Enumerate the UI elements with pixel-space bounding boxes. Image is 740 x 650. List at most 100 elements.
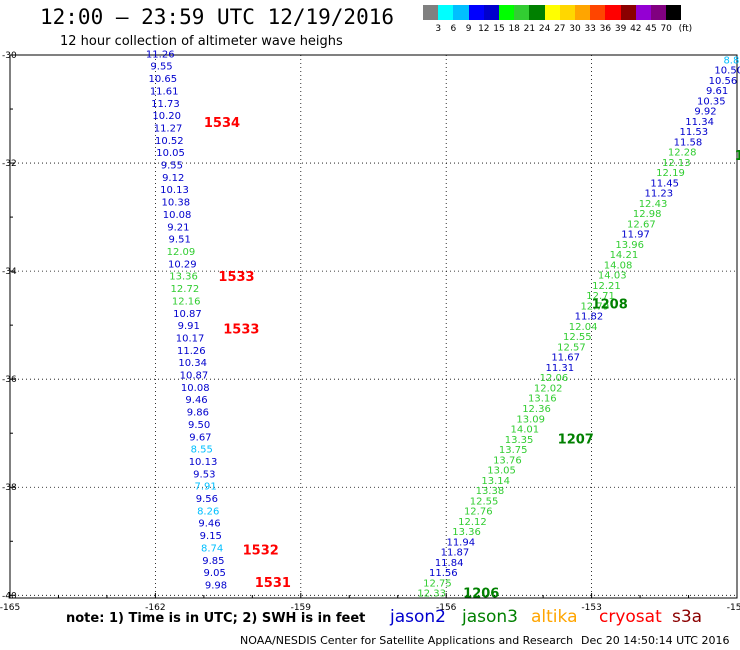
wave-height-value: 10.50 — [714, 66, 740, 77]
wave-height-value: 9.05 — [204, 568, 226, 579]
lon-tick-label: -159 — [291, 603, 312, 613]
map-subtitle: 12 hour collection of altimeter wave hei… — [60, 34, 343, 49]
wave-height-value: 12.21 — [592, 281, 621, 292]
wave-height-value: 10.87 — [180, 371, 209, 382]
scale-label: 3 — [435, 24, 442, 34]
wave-height-value: 11.26 — [146, 49, 175, 60]
wave-height-value: 12.13 — [662, 158, 691, 169]
pass-time-label: 1534 — [204, 116, 240, 131]
wave-height-value: 11.61 — [150, 86, 179, 97]
wave-height-value: 11.53 — [679, 127, 708, 138]
wave-height-value: 11.31 — [545, 363, 574, 374]
scale-swatch — [499, 5, 515, 20]
wave-height-value: 12.19 — [656, 168, 685, 179]
legend-item: jason3 — [462, 607, 518, 627]
wave-height-value: 13.38 — [476, 486, 505, 497]
wave-height-value: 8.55 — [191, 445, 213, 456]
wave-height-value: 9.67 — [189, 432, 211, 443]
lat-tick-label: -36 — [2, 375, 17, 385]
lat-tick-label: -40 — [2, 591, 17, 601]
wave-height-value: 12.72 — [171, 284, 200, 295]
scale-label: 15 — [493, 24, 505, 34]
wave-height-value: 12.09 — [167, 247, 196, 258]
wave-height-value: 12.71 — [586, 291, 615, 302]
wave-height-value: 9.55 — [150, 62, 172, 73]
pass-time-label: 1533 — [218, 270, 254, 285]
wave-height-value: 11.82 — [575, 312, 604, 323]
wave-height-value: 9.53 — [193, 469, 215, 480]
lat-tick-label: -38 — [2, 483, 17, 493]
scale-swatch — [590, 5, 606, 20]
scale-swatch — [529, 5, 545, 20]
scale-unit: (ft) — [678, 24, 693, 34]
wave-height-value: 10.20 — [152, 111, 181, 122]
wave-height-value: 12.28 — [668, 148, 697, 159]
scale-swatch — [559, 5, 575, 20]
wave-height-value: 10.34 — [178, 358, 207, 369]
wave-height-value: 12.55 — [470, 496, 499, 507]
scale-swatch — [423, 5, 439, 20]
legend-item: cryosat — [599, 607, 662, 627]
pass-time-label: 1206 — [463, 587, 499, 602]
wave-height-value: 11.84 — [435, 558, 464, 569]
wave-height-value: 13.36 — [169, 272, 198, 283]
wave-height-value: 11.27 — [154, 123, 183, 134]
wave-height-value: 11.87 — [441, 548, 470, 559]
wave-height-value: 11.34 — [685, 117, 714, 128]
scale-swatch — [483, 5, 499, 20]
wave-height-value: 12.33 — [417, 589, 446, 600]
wave-height-value: 9.86 — [187, 408, 209, 419]
pass-time-label: 1532 — [243, 543, 279, 558]
scale-label: 12 — [478, 24, 490, 34]
scale-swatch — [514, 5, 530, 20]
generation-timestamp: Dec 20 14:50:14 UTC 2016 — [581, 634, 730, 647]
credit-text: NOAA/NESDIS Center for Satellite Applica… — [240, 634, 574, 647]
wave-height-value: 14.03 — [598, 271, 627, 282]
scale-swatch — [575, 5, 591, 20]
scale-swatch — [620, 5, 636, 20]
scale-label: 21 — [523, 24, 536, 34]
wave-height-value: 11.56 — [429, 568, 458, 579]
lon-tick-label: -153 — [581, 603, 601, 613]
wave-height-value: 11.67 — [551, 353, 580, 364]
wave-height-value: 10.35 — [697, 96, 726, 107]
scale-label: 39 — [614, 24, 627, 34]
wave-height-value: 12.16 — [172, 296, 201, 307]
wave-height-value: 13.96 — [615, 240, 644, 251]
wave-height-value: 13.09 — [516, 414, 545, 425]
wave-height-value: 11.45 — [650, 178, 679, 189]
wave-height-value: 13.36 — [452, 527, 481, 538]
wave-height-value: 11.58 — [674, 137, 703, 148]
scale-swatch — [651, 5, 667, 20]
wave-height-value: 11.97 — [621, 230, 650, 241]
lon-tick-label: -165 — [0, 603, 20, 613]
scale-label: 9 — [465, 24, 472, 34]
satellite-tracks: 11.269.5510.6511.6111.7310.2011.2710.521… — [146, 49, 740, 599]
wave-height-value: 9.50 — [188, 420, 210, 431]
scale-swatch — [544, 5, 560, 20]
wave-height-value: 12.02 — [534, 383, 563, 394]
lat-tick-label: -32 — [2, 159, 17, 169]
wave-height-value: 9.56 — [196, 494, 218, 505]
scale-swatch — [666, 5, 682, 20]
wave-height-value: 9.12 — [162, 173, 184, 184]
wave-height-value: 9.98 — [205, 580, 227, 591]
scale-swatch — [635, 5, 651, 20]
wave-height-value: 12.75 — [423, 578, 452, 589]
wave-height-value: 11.94 — [446, 537, 475, 548]
pass-time-labels: 1534 1533 1533 1532 1531 1209 1208 1207 1206 — [204, 116, 740, 602]
wave-height-value: 14.21 — [610, 250, 639, 261]
legend-item: jason2 — [390, 607, 446, 627]
wave-height-value: 12.67 — [627, 219, 656, 230]
wave-height-value: 12.55 — [563, 332, 592, 343]
wave-height-value: 10.52 — [155, 136, 184, 147]
wave-height-value: 13.75 — [499, 445, 528, 456]
scale-swatch — [605, 5, 621, 20]
wave-height-value: 9.46 — [185, 395, 207, 406]
wave-height-value: 7.91 — [194, 482, 216, 493]
wave-height-value: 13.16 — [528, 394, 557, 405]
wave-height-value: 12.76 — [464, 507, 493, 518]
legend-item: altika — [531, 607, 578, 627]
scale-label: 45 — [645, 24, 657, 34]
pass-time-label: 1531 — [255, 576, 291, 591]
